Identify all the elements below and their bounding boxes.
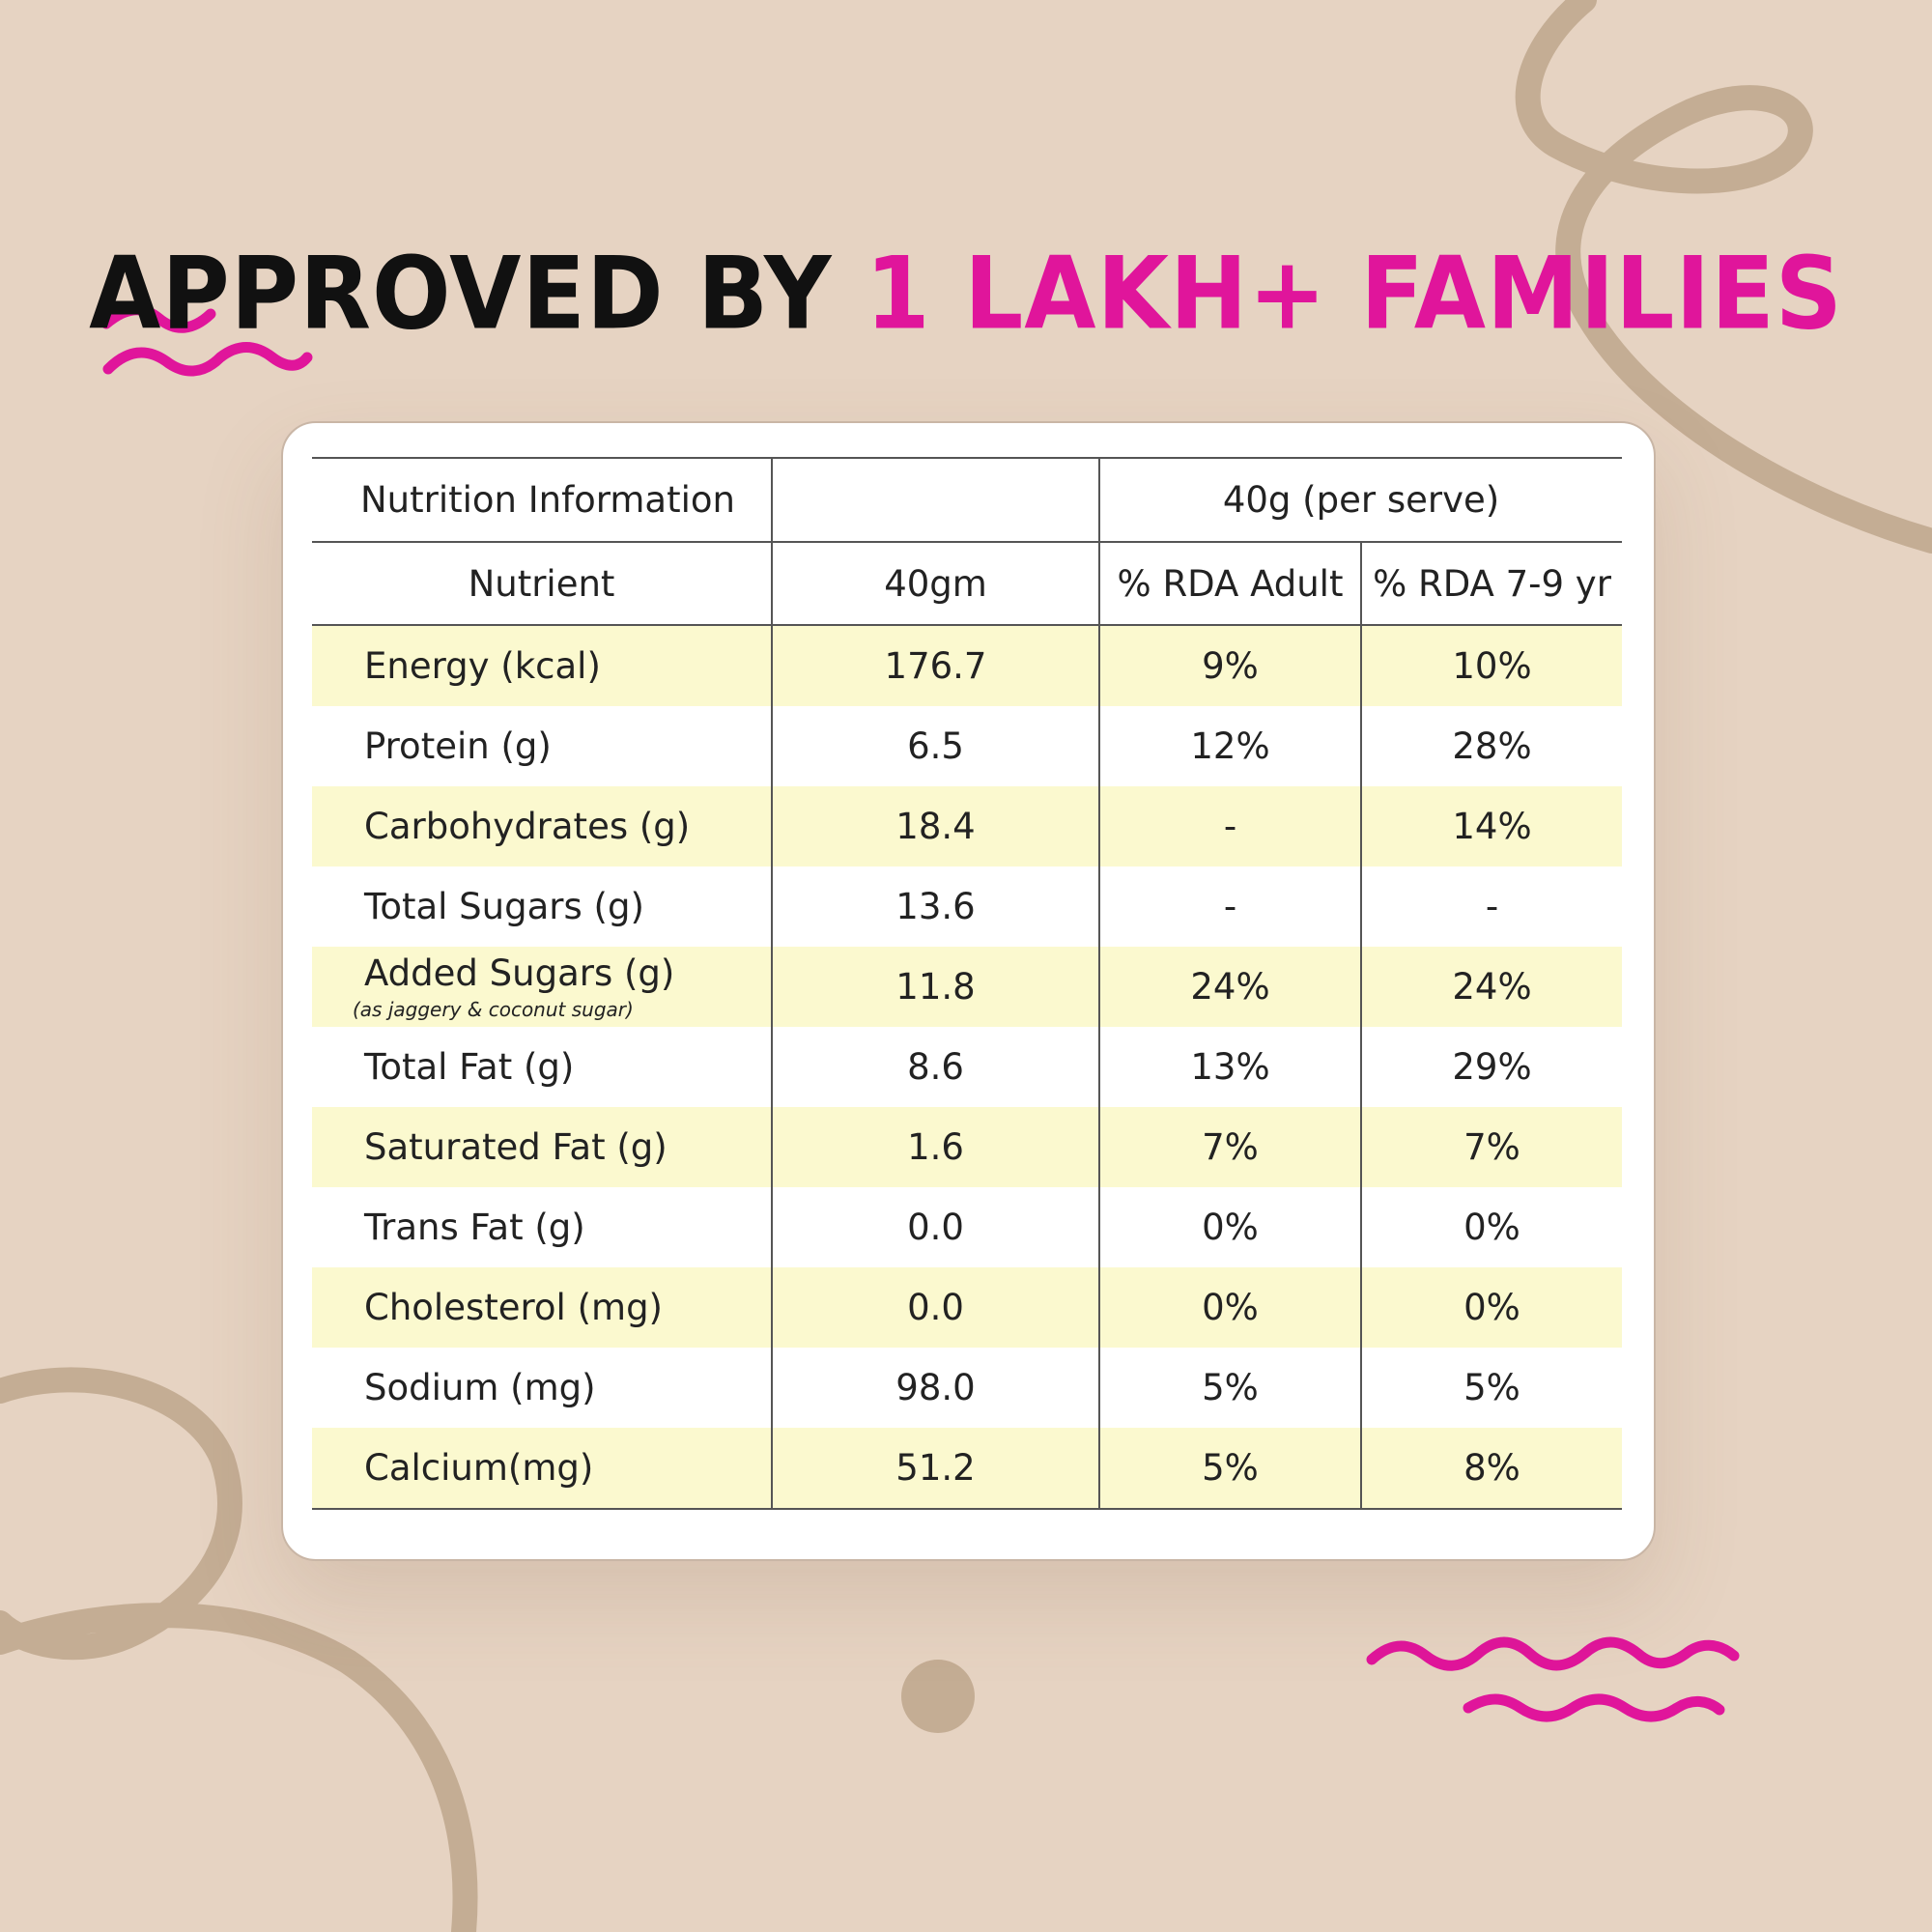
rda-child-value: 28%	[1360, 706, 1622, 786]
nutrient-amount: 18.4	[771, 786, 1098, 867]
empty-header-cell	[771, 459, 1098, 541]
headline-part-2: 1 LAKH+ FAMILIES	[865, 235, 1843, 353]
rda-adult-value: -	[1098, 786, 1360, 867]
column-header-amount: 40gm	[771, 543, 1098, 624]
nutrient-amount: 0.0	[771, 1187, 1098, 1267]
nutrient-name: Saturated Fat (g)	[364, 1126, 668, 1168]
column-header-rda-child: % RDA 7-9 yr	[1360, 543, 1622, 624]
table-row: Cholesterol (mg) 0.0 0% 0%	[312, 1267, 1622, 1348]
rda-child-value: 8%	[1360, 1428, 1622, 1508]
table-row: Protein (g) 6.5 12% 28%	[312, 706, 1622, 786]
rda-child-value: 7%	[1360, 1107, 1622, 1187]
nutrient-name: Total Fat (g)	[364, 1046, 575, 1088]
nutrient-amount: 98.0	[771, 1348, 1098, 1428]
column-header-row: Nutrient 40gm % RDA Adult % RDA 7-9 yr	[312, 543, 1622, 626]
nutrient-amount: 1.6	[771, 1107, 1098, 1187]
headline: APPROVED BY 1 LAKH+ FAMILIES	[0, 236, 1932, 353]
nutrition-table: Nutrition Information 40g (per serve) Nu…	[312, 457, 1622, 1510]
table-row: Total Sugars (g) 13.6 - -	[312, 867, 1622, 947]
rda-child-value: 10%	[1360, 626, 1622, 706]
rda-adult-value: 12%	[1098, 706, 1360, 786]
top-left-pink-squiggle-2	[102, 342, 313, 377]
table-row: Calcium(mg) 51.2 5% 8%	[312, 1428, 1622, 1510]
rda-child-value: 0%	[1360, 1187, 1622, 1267]
nutrient-amount: 6.5	[771, 706, 1098, 786]
bottom-right-pink-squiggle-2	[1463, 1693, 1725, 1722]
column-header-nutrient: Nutrient	[468, 562, 615, 605]
rda-child-value: 14%	[1360, 786, 1622, 867]
nutrient-note: (as jaggery & coconut sugar)	[353, 998, 634, 1021]
nutrient-name: Energy (kcal)	[364, 645, 601, 687]
nutrient-amount: 176.7	[771, 626, 1098, 706]
nutrient-name: Total Sugars (g)	[364, 886, 644, 927]
rda-child-value: 5%	[1360, 1348, 1622, 1428]
rda-child-value: 24%	[1360, 947, 1622, 1027]
table-row: Total Fat (g) 8.6 13% 29%	[312, 1027, 1622, 1107]
rda-adult-value: 0%	[1098, 1267, 1360, 1348]
top-left-pink-squiggle-1	[100, 304, 216, 333]
rda-adult-value: 0%	[1098, 1187, 1360, 1267]
nutrient-name: Calcium(mg)	[364, 1447, 594, 1489]
rda-child-value: 29%	[1360, 1027, 1622, 1107]
nutrient-name: Trans Fat (g)	[364, 1207, 585, 1248]
rda-adult-value: -	[1098, 867, 1360, 947]
nutrient-name: Protein (g)	[364, 725, 552, 767]
rda-child-value: 0%	[1360, 1267, 1622, 1348]
table-title: Nutrition Information	[360, 479, 735, 521]
table-row: Added Sugars (g) (as jaggery & coconut s…	[312, 947, 1622, 1027]
nutrient-name: Sodium (mg)	[364, 1367, 596, 1408]
table-row: Trans Fat (g) 0.0 0% 0%	[312, 1187, 1622, 1267]
column-header-rda-adult: % RDA Adult	[1098, 543, 1360, 624]
decorative-dot	[901, 1660, 975, 1733]
nutrient-amount: 13.6	[771, 867, 1098, 947]
rda-child-value: -	[1360, 867, 1622, 947]
nutrient-name: Added Sugars (g)	[364, 952, 675, 994]
rda-adult-value: 9%	[1098, 626, 1360, 706]
rda-adult-value: 7%	[1098, 1107, 1360, 1187]
rda-adult-value: 5%	[1098, 1348, 1360, 1428]
nutrient-name-cell: Added Sugars (g) (as jaggery & coconut s…	[312, 947, 771, 1027]
serving-header: 40g (per serve)	[1098, 459, 1622, 541]
headline-part-1: APPROVED BY	[89, 235, 833, 353]
top-right-loop-squiggle	[1515, 0, 1932, 554]
rda-adult-value: 24%	[1098, 947, 1360, 1027]
table-row: Carbohydrates (g) 18.4 - 14%	[312, 786, 1622, 867]
table-row: Sodium (mg) 98.0 5% 5%	[312, 1348, 1622, 1428]
nutrient-name: Carbohydrates (g)	[364, 806, 691, 847]
rda-adult-value: 5%	[1098, 1428, 1360, 1508]
bottom-left-loop-squiggle	[0, 1367, 478, 1932]
table-row: Energy (kcal) 176.7 9% 10%	[312, 626, 1622, 706]
nutrient-amount: 0.0	[771, 1267, 1098, 1348]
rda-adult-value: 13%	[1098, 1027, 1360, 1107]
bottom-right-pink-squiggle-1	[1366, 1636, 1740, 1671]
table-row: Saturated Fat (g) 1.6 7% 7%	[312, 1107, 1622, 1187]
nutrient-name: Cholesterol (mg)	[364, 1287, 663, 1328]
table-title-row: Nutrition Information 40g (per serve)	[312, 457, 1622, 543]
nutrient-amount: 8.6	[771, 1027, 1098, 1107]
nutrient-amount: 11.8	[771, 947, 1098, 1027]
nutrient-amount: 51.2	[771, 1428, 1098, 1508]
nutrition-card: Nutrition Information 40g (per serve) Nu…	[281, 421, 1656, 1561]
